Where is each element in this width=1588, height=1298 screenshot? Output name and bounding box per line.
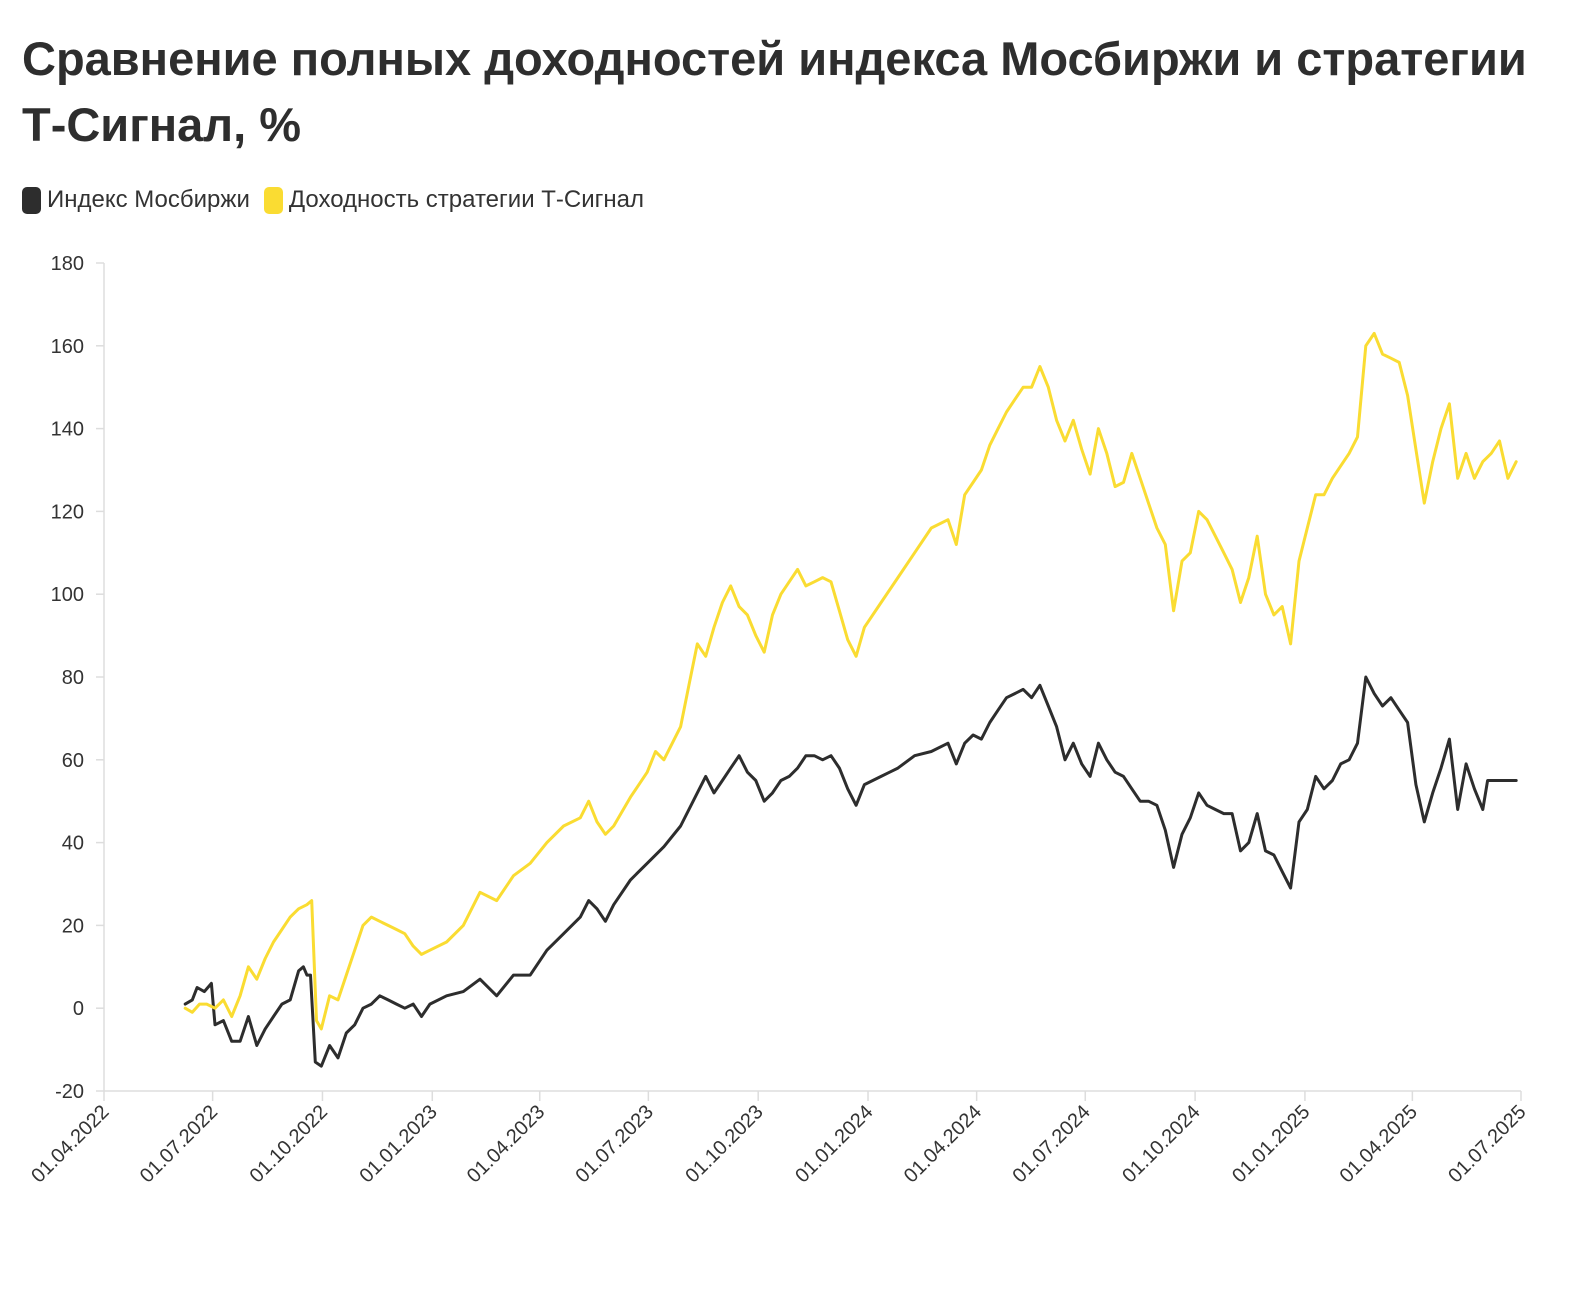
chart-series bbox=[183, 331, 1518, 1068]
chart-axes: -20 0 20 40 60 80 100 120 140 160 180 01.04.2022 01.… bbox=[27, 253, 1530, 1187]
x-tick-label: 01.04.2025 bbox=[1336, 1101, 1422, 1187]
y-tick-label: 20 bbox=[62, 915, 84, 937]
legend-swatch-moex bbox=[22, 186, 41, 214]
x-tick-label: 01.10.2024 bbox=[1118, 1101, 1204, 1187]
y-tick-label: -20 bbox=[55, 1081, 84, 1103]
page-title: Сравнение полных доходностей индекса Мос… bbox=[22, 32, 1527, 151]
y-tick-label: 0 bbox=[73, 998, 84, 1020]
y-tick-label: 180 bbox=[51, 253, 84, 275]
x-tick-label: 01.01.2024 bbox=[791, 1101, 877, 1187]
x-tick-label: 01.01.2023 bbox=[355, 1101, 441, 1187]
y-tick-label: 100 bbox=[51, 584, 84, 606]
x-tick-label: 01.10.2022 bbox=[246, 1101, 332, 1187]
legend-label-t-signal: Доходность стратегии Т-Сигнал bbox=[288, 186, 645, 213]
x-tick-label: 01.04.2023 bbox=[463, 1101, 549, 1187]
legend-item-moex[interactable]: Индекс Мосбиржи bbox=[22, 186, 250, 214]
chart-legend: Индекс Мосбиржи Доходность стратегии Т-С… bbox=[22, 186, 658, 214]
line-chart: -20 0 20 40 60 80 100 120 140 160 180 01.04.2022 01.… bbox=[27, 253, 1530, 1187]
x-tick-label: 01.07.2024 bbox=[1008, 1101, 1094, 1187]
series-line-moex-index bbox=[183, 675, 1518, 1068]
y-tick-label: 80 bbox=[62, 667, 84, 689]
y-tick-label: 60 bbox=[62, 750, 84, 772]
x-tick-label: 01.07.2023 bbox=[572, 1101, 658, 1187]
y-tick-label: 120 bbox=[51, 501, 84, 523]
legend-swatch-t-signal bbox=[263, 186, 283, 214]
x-tick-label: 01.07.2025 bbox=[1444, 1101, 1530, 1187]
x-tick-label: 01.01.2025 bbox=[1228, 1101, 1314, 1187]
series-line-t-signal bbox=[183, 331, 1518, 1031]
legend-item-t-signal[interactable]: Доходность стратегии Т-Сигнал bbox=[263, 186, 645, 214]
y-tick-label: 160 bbox=[51, 336, 84, 358]
x-tick-label: 01.04.2024 bbox=[900, 1101, 986, 1187]
y-tick-label: 40 bbox=[62, 833, 84, 855]
legend-label-moex: Индекс Мосбиржи bbox=[47, 186, 250, 213]
x-tick-label: 01.07.2022 bbox=[136, 1101, 222, 1187]
x-tick-label: 01.04.2022 bbox=[27, 1101, 113, 1187]
y-tick-label: 140 bbox=[51, 419, 84, 441]
x-tick-label: 01.10.2023 bbox=[681, 1101, 767, 1187]
